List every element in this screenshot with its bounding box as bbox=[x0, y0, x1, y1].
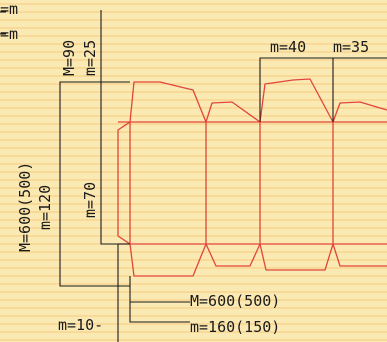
label-m120: m=120 bbox=[36, 185, 54, 230]
bottom-flap-3 bbox=[259, 243, 334, 271]
label-top-2: =m bbox=[0, 25, 18, 43]
bottom-flap-2 bbox=[205, 243, 261, 267]
paper-lines bbox=[0, 3, 387, 341]
bottom-flap-4 bbox=[332, 243, 387, 267]
top-flap-1 bbox=[129, 81, 207, 123]
label-m40: m=40 bbox=[270, 38, 306, 56]
top-flap-2 bbox=[205, 101, 261, 123]
dim-m160 bbox=[129, 276, 190, 323]
dim-M600-left bbox=[59, 81, 130, 287]
label-m70: m=70 bbox=[81, 182, 99, 218]
dimension-lines bbox=[0, 10, 387, 342]
top-flap-4 bbox=[332, 101, 387, 123]
dim-m40-m35 bbox=[259, 57, 387, 122]
label-m35: m=35 bbox=[333, 38, 369, 56]
bottom-flap-1 bbox=[129, 243, 207, 277]
label-M90: M=90 bbox=[60, 40, 78, 76]
label-m160: m=160(150) bbox=[190, 318, 280, 336]
label-m10: m=10- bbox=[58, 316, 103, 334]
dim-m70 bbox=[100, 122, 130, 245]
top-flap-3 bbox=[259, 78, 334, 123]
label-M600-left: M=600(500) bbox=[16, 162, 34, 252]
label-m25: m=25 bbox=[81, 40, 99, 76]
dieline-outline bbox=[117, 78, 387, 277]
label-M600-bottom: M=600(500) bbox=[190, 292, 280, 310]
glue-flap bbox=[117, 121, 131, 245]
label-top-1: =m bbox=[0, 0, 18, 18]
